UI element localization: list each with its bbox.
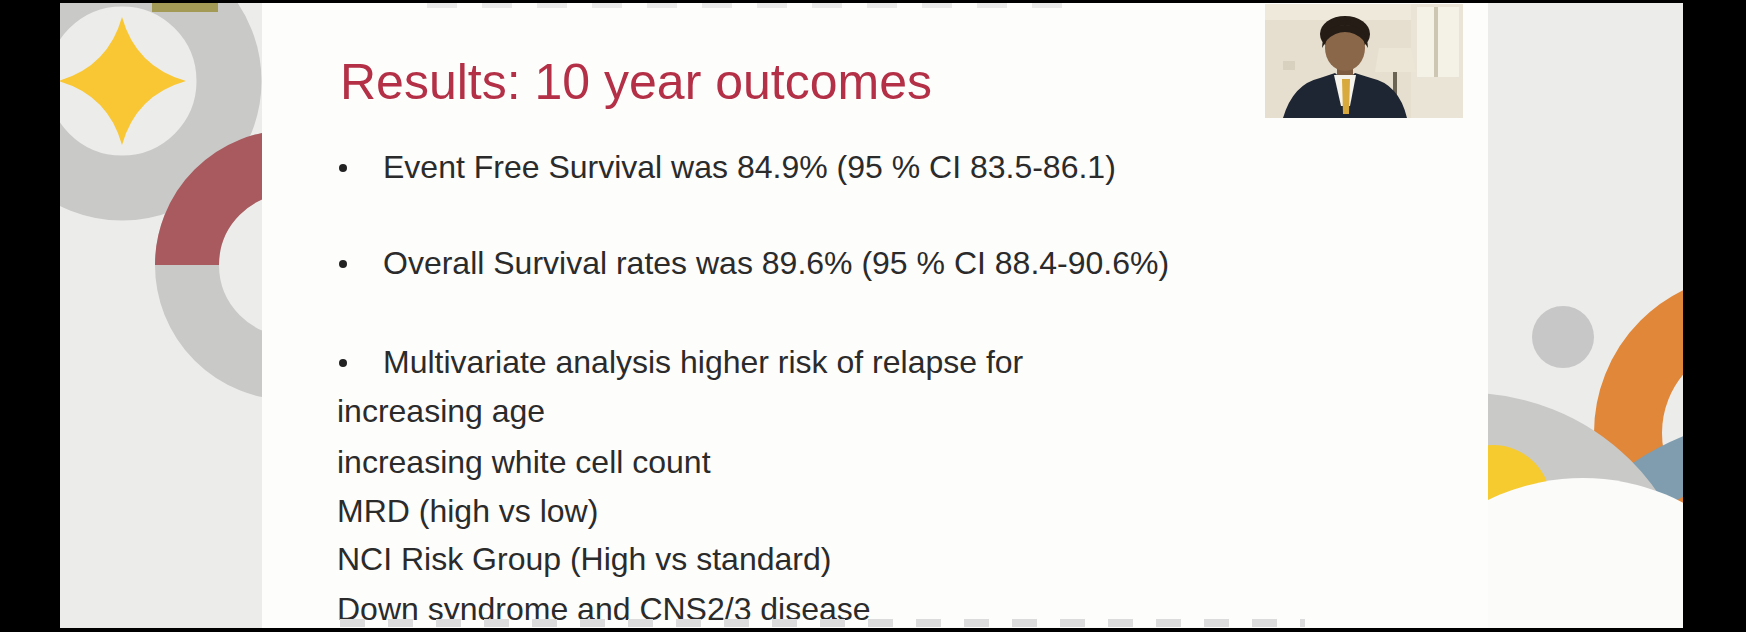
left-decoration-graphic bbox=[60, 3, 262, 628]
light-switch bbox=[1283, 61, 1295, 70]
gray-dot-shape bbox=[1532, 306, 1594, 368]
cropped-text-top bbox=[427, 3, 1087, 8]
presenter-tie bbox=[1342, 79, 1350, 114]
lamp-shade bbox=[1375, 48, 1416, 72]
bullet-item: Overall Survival rates was 89.6% (95 % C… bbox=[337, 243, 1169, 283]
sub-item-text: increasing white cell count bbox=[337, 444, 711, 480]
bullet-text: Event Free Survival was 84.9% (95 % CI 8… bbox=[383, 147, 1116, 187]
bullet-dot bbox=[339, 164, 347, 172]
bullet-item: Event Free Survival was 84.9% (95 % CI 8… bbox=[337, 147, 1116, 187]
left-decoration-panel bbox=[60, 3, 262, 628]
bullet-text: Overall Survival rates was 89.6% (95 % C… bbox=[383, 243, 1169, 283]
bullet-item: Multivariate analysis higher risk of rel… bbox=[337, 342, 1023, 382]
window-mullion bbox=[1434, 7, 1438, 77]
bullet-dot bbox=[339, 359, 347, 367]
white-circle-shape bbox=[1488, 478, 1683, 628]
right-decoration-panel bbox=[1488, 3, 1683, 628]
olive-bar-shape bbox=[152, 3, 218, 12]
presenter-video-frame bbox=[1265, 4, 1463, 118]
bullet-text: Multivariate analysis higher risk of rel… bbox=[383, 342, 1023, 382]
sub-item-text: NCI Risk Group (High vs standard) bbox=[337, 541, 831, 577]
sub-item: NCI Risk Group (High vs standard) bbox=[337, 539, 831, 579]
cropped-text-bottom bbox=[340, 619, 1305, 627]
right-decoration-graphic bbox=[1488, 3, 1683, 628]
sub-item: increasing white cell count bbox=[337, 442, 711, 482]
slide-title: Results: 10 year outcomes bbox=[340, 53, 932, 111]
sub-item-text: MRD (high vs low) bbox=[337, 493, 598, 529]
bullet-dot bbox=[339, 260, 347, 268]
sub-item: increasing age bbox=[337, 391, 545, 431]
sub-item-text: increasing age bbox=[337, 393, 545, 429]
presenter-video bbox=[1265, 4, 1463, 118]
sub-item: MRD (high vs low) bbox=[337, 491, 598, 531]
